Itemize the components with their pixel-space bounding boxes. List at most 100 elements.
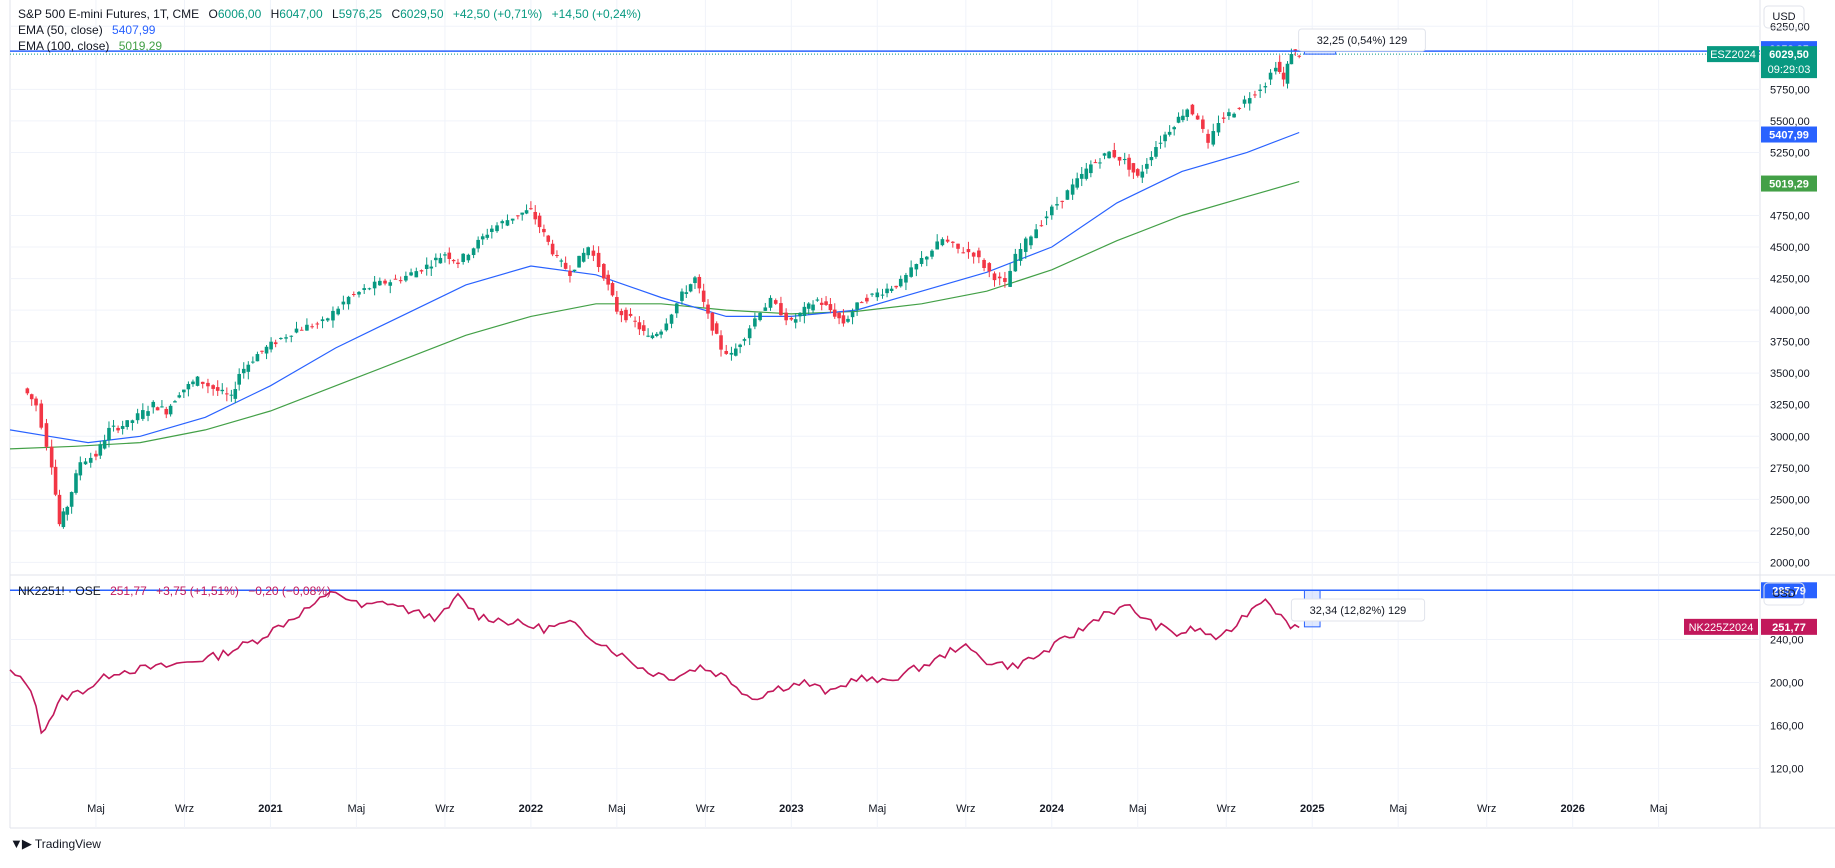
candle-body: [125, 420, 129, 427]
candle-body: [542, 229, 546, 232]
candle-body: [434, 258, 438, 260]
candle-body: [284, 337, 288, 338]
candle-body: [220, 390, 224, 391]
candle-body: [373, 282, 377, 289]
candle-body: [506, 220, 510, 225]
brand-logo[interactable]: ▼▶ TradingView: [10, 836, 101, 852]
candle-body: [715, 323, 719, 333]
candle-body: [1112, 150, 1116, 157]
candle-body: [642, 325, 646, 331]
candle-body: [615, 297, 619, 312]
candle-body: [216, 387, 220, 391]
x-tick-label: Maj: [608, 803, 626, 815]
measure-label-bottom: 32,34 (12,82%) 129: [1310, 605, 1407, 617]
candle-body: [982, 260, 986, 268]
x-tick-label: 2025: [1300, 803, 1324, 815]
lower-value: 251,77: [110, 584, 147, 598]
candle-body: [65, 507, 69, 515]
candle-body: [738, 345, 742, 347]
candle-body: [399, 280, 403, 281]
ema100-legend[interactable]: EMA (100, close) 5019,29: [18, 38, 168, 54]
x-tick-label: 2023: [779, 803, 803, 815]
ohlc-high: H6047,00: [271, 7, 323, 21]
candle-body: [1282, 73, 1286, 80]
ema50-legend[interactable]: EMA (50, close) 5407,99: [18, 22, 161, 38]
candle-body: [629, 314, 633, 316]
candle-body: [201, 382, 205, 384]
candle-body: [1172, 127, 1176, 129]
candle-body: [1050, 207, 1054, 216]
x-tick-label: Wrz: [956, 803, 975, 815]
candle-body: [274, 342, 278, 344]
candle-body: [909, 267, 913, 276]
candle-body: [242, 369, 246, 373]
candle-body: [655, 334, 659, 336]
candle-body: [620, 311, 624, 315]
tag-ema100: 5019,29: [1769, 179, 1809, 191]
candle-body: [456, 263, 460, 264]
measure-label-top: 32,25 (0,54%) 129: [1317, 35, 1408, 47]
candle-body: [191, 382, 195, 385]
y-tick-label: 4500,00: [1770, 242, 1810, 254]
ohlc-close: C6029,50: [391, 7, 443, 21]
candle-body: [684, 292, 688, 294]
candle-body: [1140, 172, 1144, 178]
y-tick-label: 200,00: [1770, 678, 1804, 690]
tag-nk-symbol: NK225Z2024: [1689, 622, 1754, 634]
candle-body: [70, 492, 74, 507]
candle-body: [1045, 217, 1049, 219]
lower-symbol: NK2251! · OSE: [18, 584, 101, 598]
candle-body: [520, 213, 524, 215]
candle-body: [452, 260, 456, 261]
lower-legend[interactable]: NK2251! · OSE 251,77 +3,75 (+1,51%) −0,2…: [18, 583, 337, 599]
candle-body: [472, 248, 476, 255]
candle-body: [987, 263, 991, 271]
candle-body: [378, 281, 382, 285]
candle-body: [1003, 278, 1007, 282]
candle-body: [352, 294, 356, 295]
x-tick-label: Wrz: [435, 803, 454, 815]
candle-body: [951, 242, 955, 243]
candle-body: [310, 326, 314, 327]
candle-body: [1034, 229, 1038, 238]
ema100-value: 5019,29: [119, 39, 162, 53]
candle-body: [904, 275, 908, 283]
candle-body: [233, 389, 237, 399]
y-tick-label: 2000,00: [1770, 557, 1810, 569]
candle-body: [447, 253, 451, 259]
chart-canvas[interactable]: 32,25 (0,54%) 12932,34 (12,82%) 1296053,…: [0, 0, 1835, 863]
candle-body: [1297, 56, 1301, 57]
candle-body: [388, 282, 392, 286]
candle-body: [1191, 105, 1195, 115]
candle-body: [146, 411, 150, 416]
candle-body: [107, 428, 111, 440]
candle-body: [769, 298, 773, 308]
candle-body: [633, 321, 637, 322]
candle-body: [141, 410, 145, 419]
currency-label: USD: [1772, 588, 1795, 600]
y-tick-label: 160,00: [1770, 721, 1804, 733]
candle-body: [899, 279, 903, 286]
currency-label: USD: [1772, 11, 1795, 23]
lower-change-2: −0,20 (−0,08%): [248, 584, 331, 598]
candle-body: [977, 251, 981, 258]
candle-body: [169, 406, 173, 415]
candle-body: [711, 313, 715, 331]
candle-body: [1181, 116, 1185, 120]
candle-body: [790, 318, 794, 320]
candle-body: [260, 351, 264, 352]
candle-body: [559, 260, 563, 261]
ema50-label: EMA (50, close): [18, 23, 103, 37]
candle-body: [237, 374, 241, 385]
y-tick-label: 120,00: [1770, 764, 1804, 776]
candle-body: [45, 423, 49, 447]
change-value-2: +14,50 (+0,24%): [552, 7, 641, 21]
candle-body: [1107, 152, 1111, 159]
candle-body: [890, 289, 894, 291]
candle-body: [1185, 110, 1189, 117]
candle-body: [875, 292, 879, 297]
candle-body: [573, 270, 577, 271]
candle-body: [824, 301, 828, 305]
y-tick-label: 4000,00: [1770, 305, 1810, 317]
candle-body: [1040, 225, 1044, 226]
